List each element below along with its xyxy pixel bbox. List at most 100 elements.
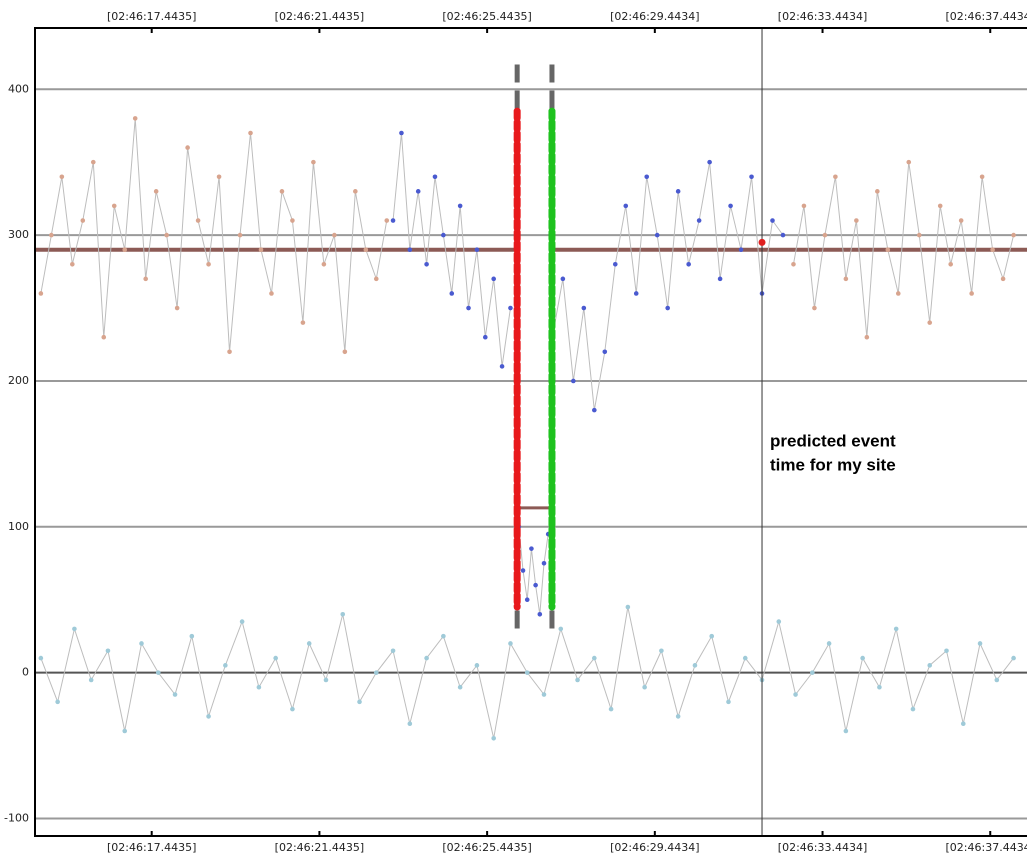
data-point (195, 218, 201, 223)
data-point (770, 218, 775, 223)
data-point (916, 232, 922, 238)
data-point (726, 699, 731, 705)
data-point (623, 203, 629, 209)
data-point (457, 684, 463, 690)
data-point (353, 189, 358, 194)
data-point (612, 261, 618, 267)
data-point (948, 261, 953, 267)
y-tick-label: 0 (22, 666, 29, 679)
x-tick-label: [02:46:33.4434] (778, 10, 867, 23)
y-tick-label: 300 (8, 228, 29, 241)
prediction-point (758, 238, 766, 246)
x-tick-label: [02:46:17.4435] (107, 10, 196, 23)
data-point (707, 159, 712, 165)
data-point (432, 174, 438, 180)
data-point (132, 116, 138, 121)
data-point (520, 568, 526, 573)
data-point (937, 203, 943, 209)
data-point (164, 232, 169, 238)
data-point (227, 349, 232, 355)
annotation: predicted event (770, 431, 896, 450)
data-point (717, 276, 723, 282)
data-point (399, 130, 404, 136)
data-point (290, 706, 295, 712)
data-point (216, 174, 222, 180)
data-point (105, 648, 111, 654)
data-point (960, 721, 966, 726)
data-point (424, 261, 429, 267)
data-point (524, 670, 530, 675)
data-point (441, 232, 446, 238)
data-point (174, 305, 180, 311)
data-point (258, 247, 264, 252)
data-point (654, 232, 660, 238)
data-point (979, 174, 985, 180)
data-point (256, 684, 262, 690)
data-point (709, 633, 715, 639)
data-point (269, 291, 274, 296)
data-point (990, 247, 995, 252)
data-point (969, 291, 974, 296)
data-point (342, 349, 348, 355)
data-point (738, 247, 744, 252)
data-point (885, 247, 891, 252)
data-point (686, 261, 691, 267)
data-point (111, 203, 117, 209)
data-point (407, 247, 413, 252)
y-tick-label: 200 (8, 374, 29, 387)
x-tick-label: [02:46:21.4435] (275, 841, 364, 854)
annotation: time for my site (770, 455, 896, 474)
plot-frame (34, 27, 1027, 837)
data-point (560, 276, 566, 282)
y-tick-label: 400 (8, 82, 29, 95)
data-point (72, 626, 77, 632)
data-point (571, 378, 576, 384)
data-point (541, 692, 547, 697)
data-point (994, 677, 1000, 683)
data-point (300, 320, 306, 325)
data-point (780, 232, 786, 238)
data-point (185, 145, 190, 150)
data-point (1000, 276, 1006, 282)
data-point (977, 641, 983, 646)
data-point (306, 641, 312, 646)
x-tick-label: [02:46:25.4435] (442, 841, 531, 854)
data-point (592, 407, 597, 413)
data-point (237, 232, 243, 238)
x-tick-label: [02:46:21.4435] (275, 10, 364, 23)
data-point (290, 218, 295, 223)
data-point (742, 655, 748, 661)
data-point (139, 641, 144, 646)
data-point (273, 655, 278, 661)
data-point (122, 247, 128, 252)
data-point (910, 706, 916, 712)
data-point (877, 684, 882, 690)
data-point (791, 261, 796, 267)
data-point (248, 130, 253, 136)
data-point (482, 334, 488, 340)
data-point (592, 655, 597, 661)
data-point (457, 203, 463, 209)
data-point (70, 261, 75, 267)
data-point (206, 714, 211, 719)
data-point (906, 159, 912, 165)
data-point (642, 684, 647, 690)
data-point (88, 677, 94, 683)
x-tick-label: [02:46:29.4434] (610, 841, 699, 854)
data-point (466, 305, 471, 311)
data-point (826, 641, 832, 646)
data-point (390, 648, 396, 654)
data-point (749, 174, 754, 180)
data-point (441, 633, 446, 639)
data-point (843, 276, 849, 282)
data-point (332, 232, 337, 238)
data-point (696, 218, 702, 223)
data-point (533, 582, 538, 588)
data-point (323, 677, 329, 683)
data-point (172, 692, 178, 697)
data-point (122, 728, 128, 734)
data-point (223, 663, 228, 668)
data-point (927, 663, 933, 668)
data-point (581, 305, 587, 311)
